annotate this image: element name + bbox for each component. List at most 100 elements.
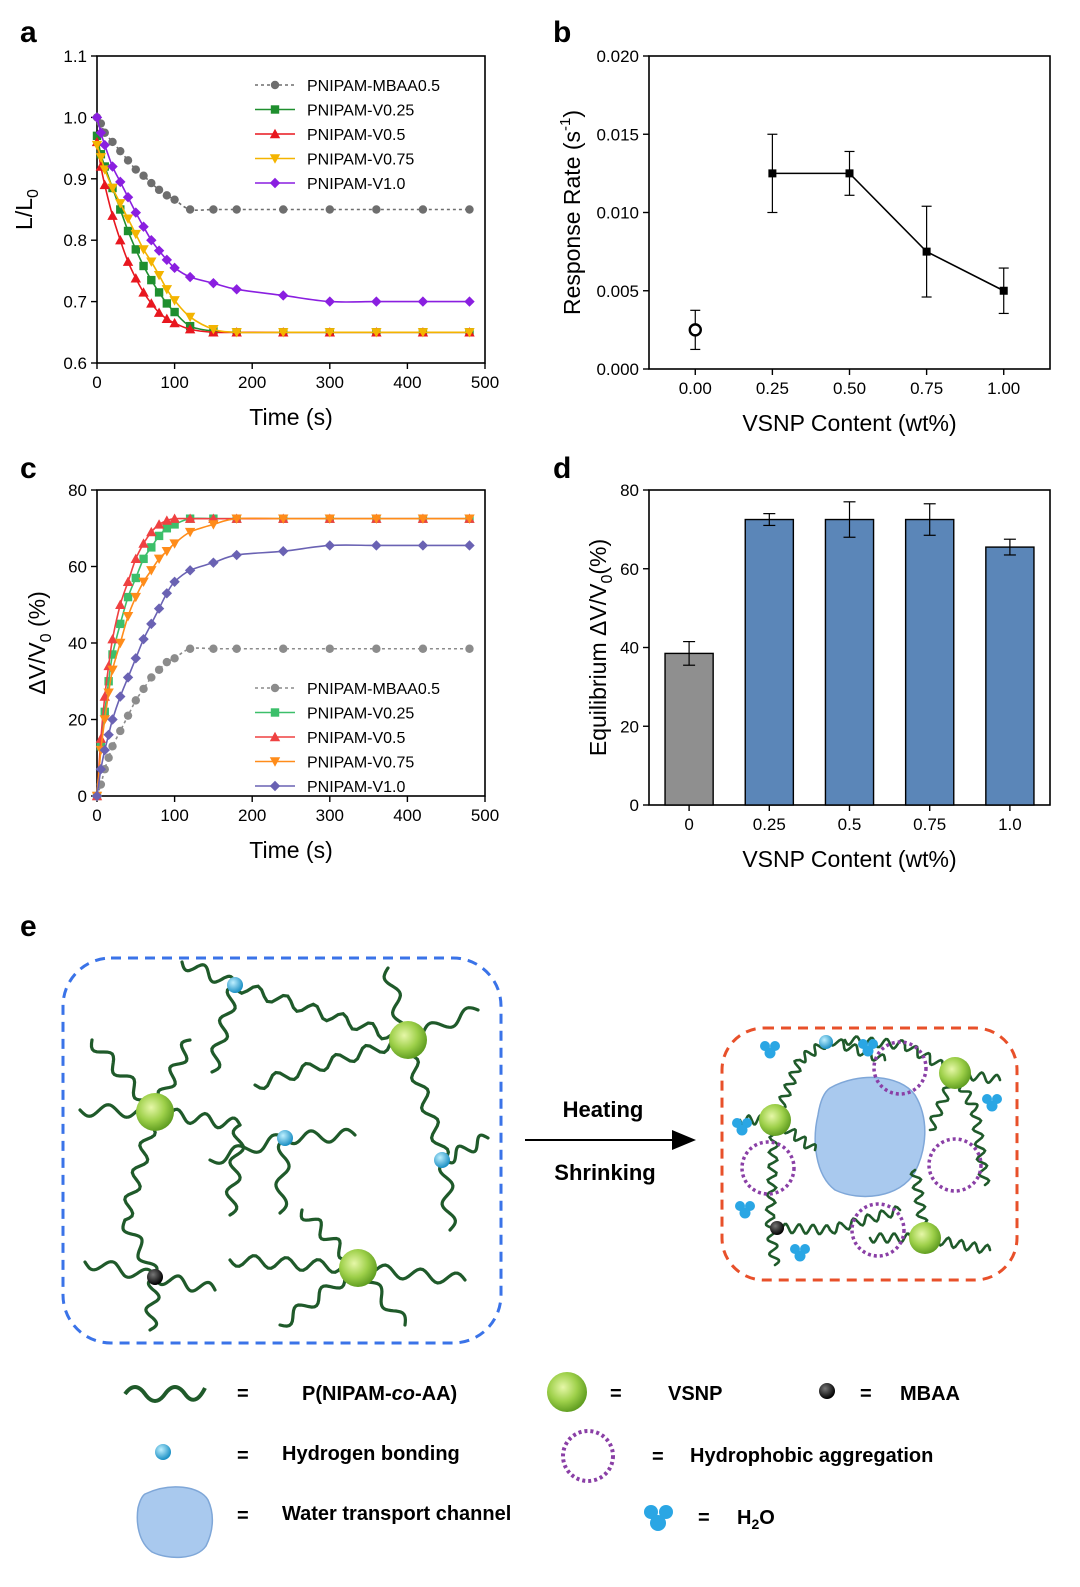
data-point [147,178,156,188]
swollen-network-box [61,956,503,1345]
data-point [146,526,157,537]
x-axis-label: Time (s) [249,404,332,430]
data-point [146,618,157,630]
bar-0.5 [824,518,875,806]
y-tick-label: 0.015 [596,125,639,144]
legend-label: PNIPAM-V0.75 [307,755,414,772]
x-tick-label: 0 [92,373,101,392]
data-point [417,514,429,524]
hydrophobic-aggregation [740,1140,796,1196]
chart-b-response-rate: 0.00 0.25 0.50 0.75 1.00 0.000 0.005 0.010 0.015… [557,47,1051,436]
open-data-point [688,323,702,337]
legend-chain-icon [123,1385,207,1403]
polymer-chain [153,1274,217,1293]
y-tick-label: 0.7 [63,293,87,312]
data-point [154,185,164,195]
x-axis-label: VSNP Content (wt%) [742,410,956,436]
data-point [122,256,134,266]
data-point [107,714,118,725]
data-point [371,296,382,307]
data-point [131,245,140,254]
data-point [278,290,289,301]
x-tick-label: 0.75 [913,815,946,834]
y-tick-label: 1.1 [63,47,87,66]
x-tick-label: 300 [316,806,344,825]
data-point [115,599,126,609]
data-point [130,592,141,603]
data-point [122,214,134,224]
data-point [184,312,196,323]
data-point [324,540,335,551]
data-point [99,165,110,175]
x-tick-label: 0.75 [910,379,943,398]
hydrogen-bond-site [819,1035,833,1049]
y-tick-label: 1.0 [63,108,87,127]
data-point [115,638,126,649]
data-point [138,245,149,255]
data-point [99,744,110,756]
legend-marker [269,128,281,139]
data-point [208,520,219,530]
y-tick-label: 40 [68,634,87,653]
data-point [278,328,289,338]
polymer-chain [443,1133,490,1165]
data-point [278,546,289,557]
data-point [162,191,172,200]
plot-frame [96,55,486,364]
x-tick-label: 100 [160,373,188,392]
data-point [169,317,180,328]
data-point [372,205,381,214]
legend-vsnp-equals: = [610,1383,622,1405]
data-point [131,573,140,583]
data-point [999,286,1008,295]
data-point [417,328,429,338]
data-point [146,298,157,308]
polymer-chain [437,1158,458,1232]
chart-a-shrink-ratio: 0 100 200 300 400 500 0.6 0.7 0.8 0.9 1.0 1.1 Time (… [11,47,499,430]
legend-hbond-equals: = [237,1445,249,1467]
data-point [371,540,382,551]
legend-aggregation-icon [561,1429,615,1483]
legend-hbond-label: Hydrogen bonding [282,1443,460,1465]
water-molecule [858,1039,878,1057]
data-point [139,684,148,694]
hydrogen-bond-site [277,1130,293,1146]
data-point [108,742,117,751]
data-point [99,139,110,151]
data-point [123,156,133,165]
data-point [325,644,334,653]
legend-marker [269,780,281,792]
data-point [146,257,157,267]
data-point [95,153,107,163]
data-point [324,296,335,307]
data-point [209,644,218,653]
mbaa-crosslinker [147,1269,163,1285]
x-tick-label: 400 [393,373,421,392]
bar-0.25 [744,518,795,806]
data-point [107,183,118,194]
legend-marker [270,708,280,717]
x-tick-label: 200 [238,373,266,392]
vsnp-particle [939,1057,971,1089]
x-tick-label: 500 [471,373,499,392]
data-point [464,328,475,338]
data-point [464,296,475,307]
legend-label: PNIPAM-V1.0 [307,176,406,193]
polymer-chain [764,1118,781,1222]
data-point [104,753,113,762]
legend-hbond-icon [155,1444,171,1460]
hydrophobic-aggregation [850,1202,906,1258]
data-point [139,171,148,180]
data-point [122,192,134,203]
data-point [324,328,335,338]
data-point [161,285,173,295]
x-tick-label: 400 [393,806,421,825]
data-point [122,612,134,622]
data-point [162,524,172,533]
data-point [153,554,165,565]
hydrophobic-aggregation [872,1040,928,1096]
data-point [464,514,475,524]
swollen-network-chains [78,960,490,1332]
x-tick-label: 200 [238,806,266,825]
data-point [153,245,165,256]
